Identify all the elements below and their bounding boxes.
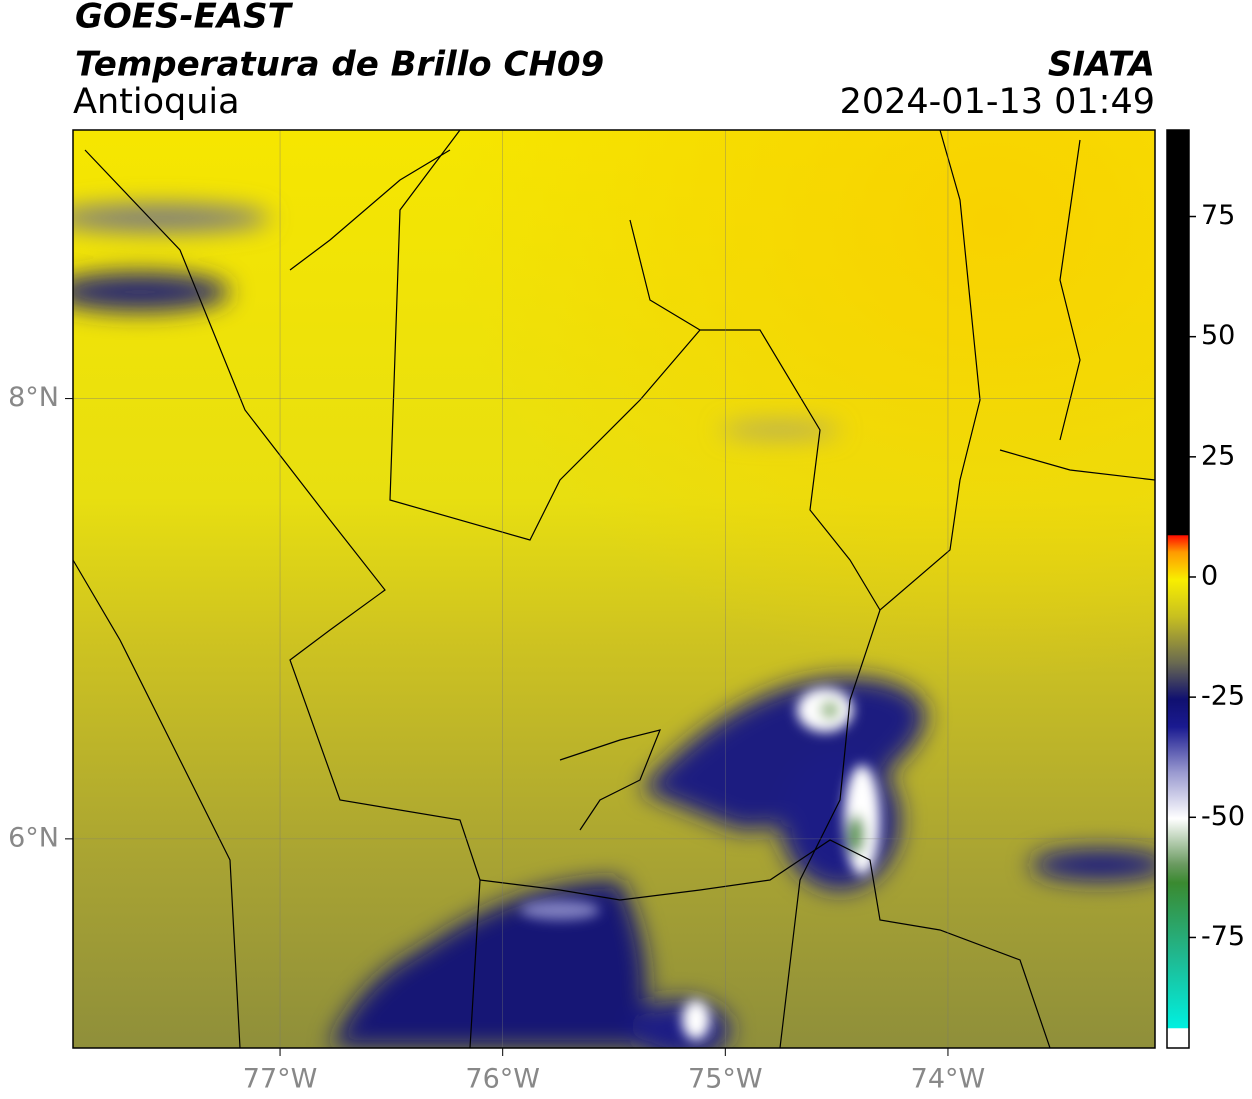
datetime: 2024-01-13 01:49 [840, 82, 1155, 122]
y-tick-label: 6°N [8, 822, 59, 853]
subtitle: Temperatura de Brillo CH09 [75, 45, 604, 85]
colorbar-tick-label: 50 [1201, 320, 1235, 351]
y-tick-label: 8°N [8, 382, 59, 413]
x-tick-label: 77°W [243, 1064, 318, 1095]
region: Antioquia [73, 82, 240, 122]
colorbar-tick-label: 0 [1201, 560, 1218, 591]
colorbar-tick-label: -50 [1201, 801, 1245, 832]
map-frame [72, 129, 1156, 1049]
colorbar-tick-label: -25 [1201, 681, 1245, 712]
source: SIATA [1048, 45, 1155, 85]
x-tick-label: 74°W [911, 1064, 986, 1095]
colorbar-tick-label: 25 [1201, 440, 1235, 471]
colorbar-tick-label: 75 [1201, 200, 1235, 231]
x-tick-label: 76°W [465, 1064, 540, 1095]
colorbar [1166, 129, 1190, 1049]
title: GOES-EAST [75, 0, 294, 37]
colorbar-tick-label: -75 [1201, 921, 1245, 952]
x-tick-label: 75°W [688, 1064, 763, 1095]
map-image [73, 130, 1155, 1048]
